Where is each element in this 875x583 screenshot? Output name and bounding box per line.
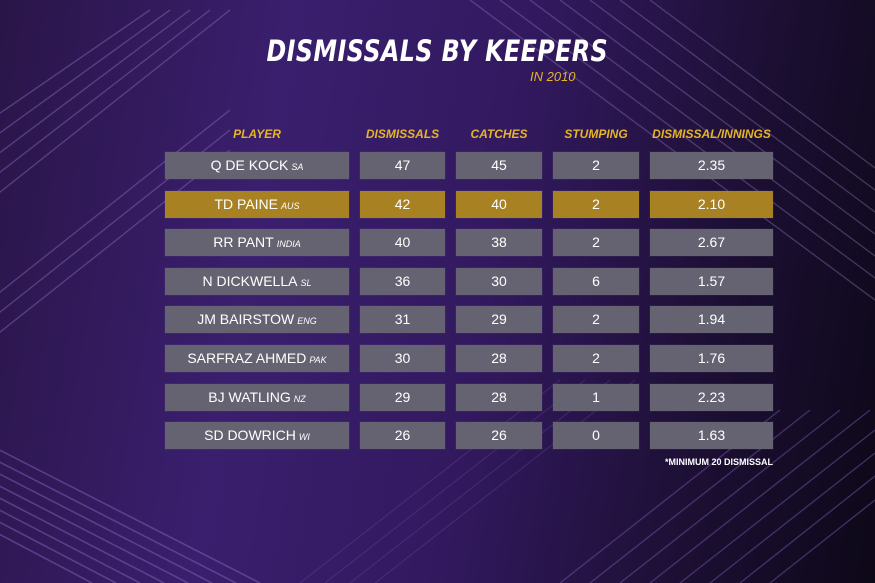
cell-player: Q DE KOCK SA: [165, 152, 349, 179]
player-country: NZ: [293, 394, 306, 404]
cell-dismissal-innings: 2.67: [650, 229, 773, 256]
cell-dismissals: 31: [360, 306, 445, 333]
cell-catches: 28: [456, 345, 542, 372]
cell-stumping: 2: [553, 345, 639, 372]
player-name: Q DE KOCK: [210, 157, 289, 173]
cell-dismissals: 26: [360, 422, 445, 449]
cell-player: SARFRAZ AHMED PAK: [165, 345, 349, 372]
cell-stumping: 1: [553, 384, 639, 411]
player-name: TD PAINE: [214, 196, 278, 212]
table-row: TD PAINE AUS 42 40 2 2.10: [0, 191, 875, 218]
cell-player: JM BAIRSTOW ENG: [165, 306, 349, 333]
player-name: SARFRAZ AHMED: [187, 350, 307, 366]
cell-dismissal-innings: 2.35: [650, 152, 773, 179]
cell-player: SD DOWRICH WI: [165, 422, 349, 449]
cell-dismissals: 29: [360, 384, 445, 411]
table-row: Q DE KOCK SA 47 45 2 2.35: [0, 152, 875, 179]
chart-subtitle: IN 2010: [530, 69, 576, 84]
player-country: WI: [298, 432, 310, 442]
column-header-catches: CATCHES: [470, 127, 528, 141]
cell-dismissal-innings: 1.63: [650, 422, 773, 449]
cell-catches: 30: [456, 268, 542, 295]
cell-dismissal-innings: 2.23: [650, 384, 773, 411]
player-country: INDIA: [276, 239, 301, 249]
cell-stumping: 2: [553, 191, 639, 218]
table-row: BJ WATLING NZ 29 28 1 2.23: [0, 384, 875, 411]
table-row: JM BAIRSTOW ENG 31 29 2 1.94: [0, 306, 875, 333]
column-header-dismissal-innings: DISMISSAL/INNINGS: [652, 127, 771, 141]
column-header-dismissals: DISMISSALS: [365, 127, 440, 141]
cell-catches: 26: [456, 422, 542, 449]
cell-catches: 38: [456, 229, 542, 256]
player-name: JM BAIRSTOW: [197, 311, 295, 327]
cell-catches: 28: [456, 384, 542, 411]
player-name: RR PANT: [213, 234, 274, 250]
cell-dismissal-innings: 1.57: [650, 268, 773, 295]
cell-dismissals: 42: [360, 191, 445, 218]
table-row: SARFRAZ AHMED PAK 30 28 2 1.76: [0, 345, 875, 372]
cell-dismissal-innings: 1.94: [650, 306, 773, 333]
player-name: BJ WATLING: [208, 389, 291, 405]
cell-catches: 29: [456, 306, 542, 333]
table-row: RR PANT INDIA 40 38 2 2.67: [0, 229, 875, 256]
table-row: N DICKWELLA SL 36 30 6 1.57: [0, 268, 875, 295]
player-country: PAK: [309, 355, 327, 365]
cell-dismissals: 30: [360, 345, 445, 372]
column-header-player: PLAYER: [233, 127, 281, 141]
cell-player: N DICKWELLA SL: [165, 268, 349, 295]
player-country: SA: [291, 162, 304, 172]
cell-stumping: 2: [553, 229, 639, 256]
player-country: ENG: [297, 316, 317, 326]
cell-stumping: 2: [553, 152, 639, 179]
chart-title: DISMISSALS BY KEEPERS: [266, 34, 609, 68]
player-country: AUS: [281, 201, 300, 211]
cell-dismissal-innings: 2.10: [650, 191, 773, 218]
player-name: SD DOWRICH: [204, 427, 296, 443]
cell-player: TD PAINE AUS: [165, 191, 349, 218]
cell-dismissal-innings: 1.76: [650, 345, 773, 372]
player-name: N DICKWELLA: [202, 273, 298, 289]
cell-stumping: 6: [553, 268, 639, 295]
cell-catches: 45: [456, 152, 542, 179]
title-wrap: DISMISSALS BY KEEPERS: [0, 34, 875, 68]
column-header-stumping: STUMPING: [564, 127, 628, 141]
cell-stumping: 0: [553, 422, 639, 449]
cell-stumping: 2: [553, 306, 639, 333]
cell-catches: 40: [456, 191, 542, 218]
cell-dismissals: 40: [360, 229, 445, 256]
cell-player: BJ WATLING NZ: [165, 384, 349, 411]
table-header: PLAYER DISMISSALS CATCHES STUMPING DISMI…: [0, 127, 875, 145]
table-row: SD DOWRICH WI 26 26 0 1.63: [0, 422, 875, 449]
player-country: SL: [300, 278, 312, 288]
cell-player: RR PANT INDIA: [165, 229, 349, 256]
footnote: *MINIMUM 20 DISMISSAL: [664, 457, 773, 467]
cell-dismissals: 47: [360, 152, 445, 179]
cell-dismissals: 36: [360, 268, 445, 295]
